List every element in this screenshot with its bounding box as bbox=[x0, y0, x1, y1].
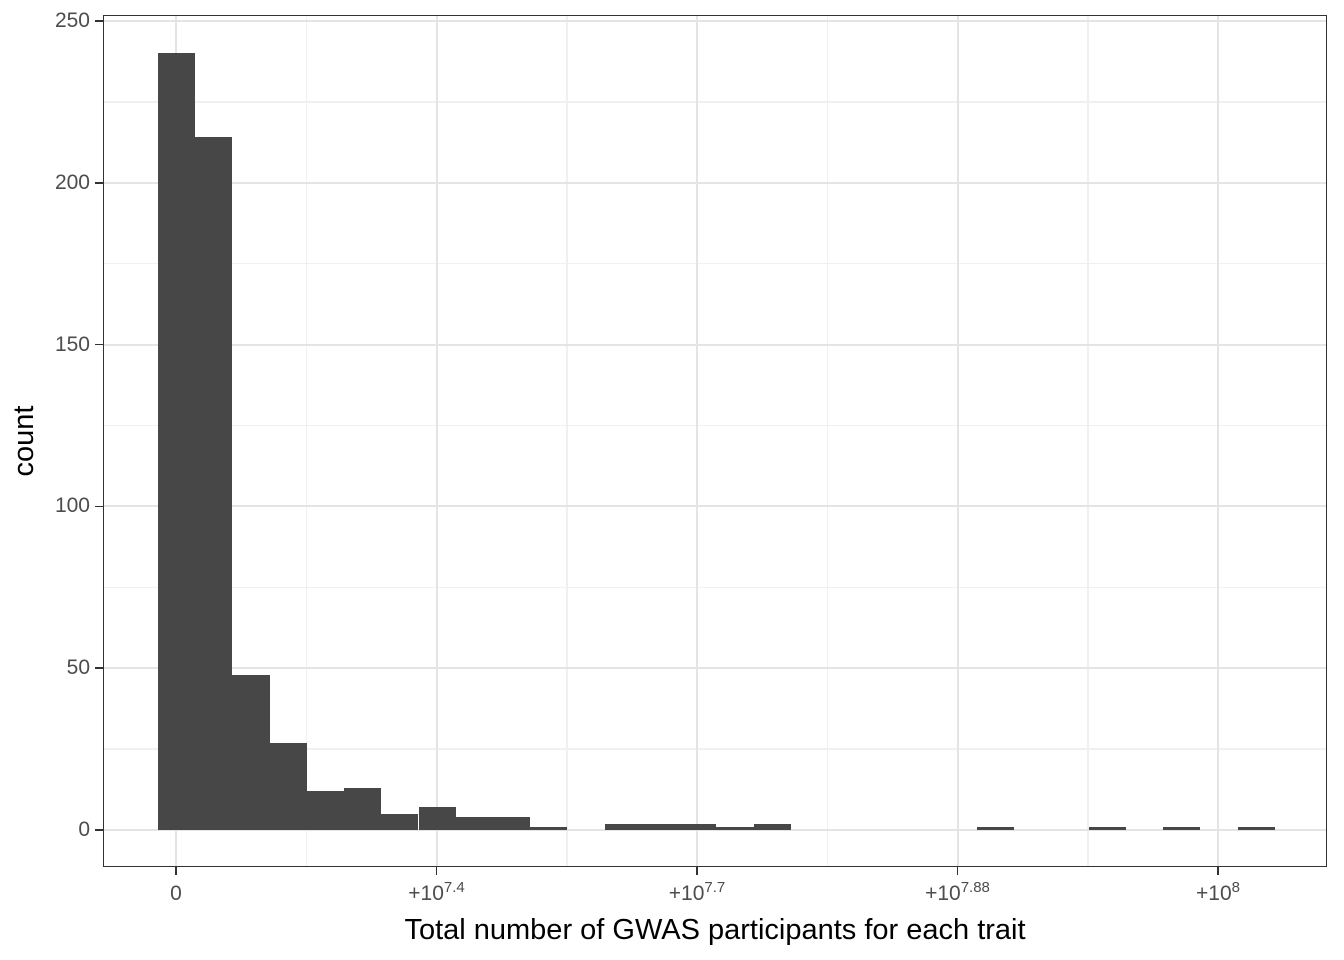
gridline-major-x bbox=[956, 15, 959, 867]
histogram-bar bbox=[1088, 826, 1126, 830]
gridline-minor-x bbox=[305, 15, 307, 867]
x-tick-label-exponent: 8 bbox=[1231, 879, 1240, 896]
x-tick-label-main: +10 bbox=[668, 882, 705, 905]
gridline-minor-y bbox=[103, 101, 1327, 103]
histogram-bar bbox=[604, 823, 642, 830]
x-tick-label: +108 bbox=[1118, 879, 1318, 911]
histogram-bar bbox=[269, 742, 307, 830]
y-tick-label: 250 bbox=[54, 9, 90, 32]
y-axis-tick bbox=[95, 829, 103, 831]
histogram-bar bbox=[641, 823, 680, 830]
gridline-major-y bbox=[103, 505, 1327, 508]
x-tick-label-main: +10 bbox=[925, 882, 961, 905]
y-tick-label: 0 bbox=[78, 818, 90, 841]
gridline-minor-y bbox=[103, 586, 1327, 589]
histogram-bar bbox=[1237, 826, 1275, 830]
x-axis-tick bbox=[1217, 867, 1219, 875]
gridline-major-y bbox=[103, 20, 1327, 22]
gridline-major-x bbox=[696, 15, 698, 867]
y-axis-tick bbox=[95, 343, 103, 346]
gridline-major-x bbox=[1217, 15, 1219, 867]
gridline-major-y bbox=[103, 343, 1327, 346]
histogram-bar bbox=[157, 53, 196, 830]
histogram-bar bbox=[1163, 826, 1201, 830]
x-tick-label-main: +10 bbox=[408, 882, 444, 905]
x-tick-label-exponent: 7.7 bbox=[704, 879, 726, 896]
histogram-bar bbox=[679, 823, 717, 830]
x-tick-label: 0 bbox=[76, 881, 276, 911]
y-tick-label: 200 bbox=[54, 170, 90, 194]
x-tick-label-main: +10 bbox=[1196, 882, 1232, 905]
gridline-minor-x bbox=[826, 15, 828, 867]
histogram-bar bbox=[976, 826, 1015, 830]
gridline-minor-x bbox=[1087, 15, 1089, 867]
y-axis-tick bbox=[95, 667, 103, 669]
y-axis-tick bbox=[95, 505, 103, 508]
gridline-minor-y bbox=[103, 424, 1327, 427]
histogram-bar bbox=[753, 823, 791, 830]
plot-panel bbox=[103, 15, 1327, 867]
x-tick-label: +107.7 bbox=[597, 879, 797, 911]
gridline-major-y bbox=[103, 667, 1327, 670]
y-tick-label: 50 bbox=[66, 656, 90, 680]
histogram-bar bbox=[195, 137, 233, 830]
y-axis-tick bbox=[95, 20, 103, 22]
histogram-bar bbox=[381, 813, 419, 830]
y-axis-tick bbox=[95, 182, 103, 184]
x-tick-label-exponent: 7.4 bbox=[443, 879, 465, 896]
gridline-minor-y bbox=[103, 262, 1327, 265]
histogram-bar bbox=[492, 817, 531, 830]
x-axis-tick bbox=[175, 867, 177, 875]
x-tick-label-exponent: 7.88 bbox=[960, 879, 990, 896]
x-axis-tick bbox=[956, 867, 959, 875]
y-tick-label: 100 bbox=[54, 494, 90, 518]
gridline-major-y bbox=[103, 181, 1327, 184]
gridline-major-y bbox=[103, 829, 1327, 831]
x-axis-title: Total number of GWAS participants for ea… bbox=[404, 914, 1026, 946]
y-axis-title: count bbox=[8, 405, 40, 477]
histogram-bar bbox=[455, 817, 493, 830]
x-tick-label: +107.88 bbox=[858, 879, 1058, 911]
gridline-major-x bbox=[435, 15, 438, 867]
histogram-bar bbox=[344, 787, 382, 830]
histogram-bar bbox=[306, 791, 345, 830]
x-tick-label-main: 0 bbox=[170, 882, 182, 905]
histogram-bar bbox=[232, 674, 270, 830]
x-axis-tick bbox=[696, 867, 698, 875]
y-tick-label: 150 bbox=[54, 332, 90, 356]
histogram-bar bbox=[418, 807, 456, 830]
histogram-bar bbox=[716, 826, 754, 830]
gridline-minor-y bbox=[103, 748, 1327, 750]
gridline-minor-x bbox=[566, 15, 568, 867]
x-axis-tick bbox=[435, 867, 438, 875]
histogram-bar bbox=[530, 826, 568, 830]
x-tick-label: +107.4 bbox=[337, 879, 537, 911]
